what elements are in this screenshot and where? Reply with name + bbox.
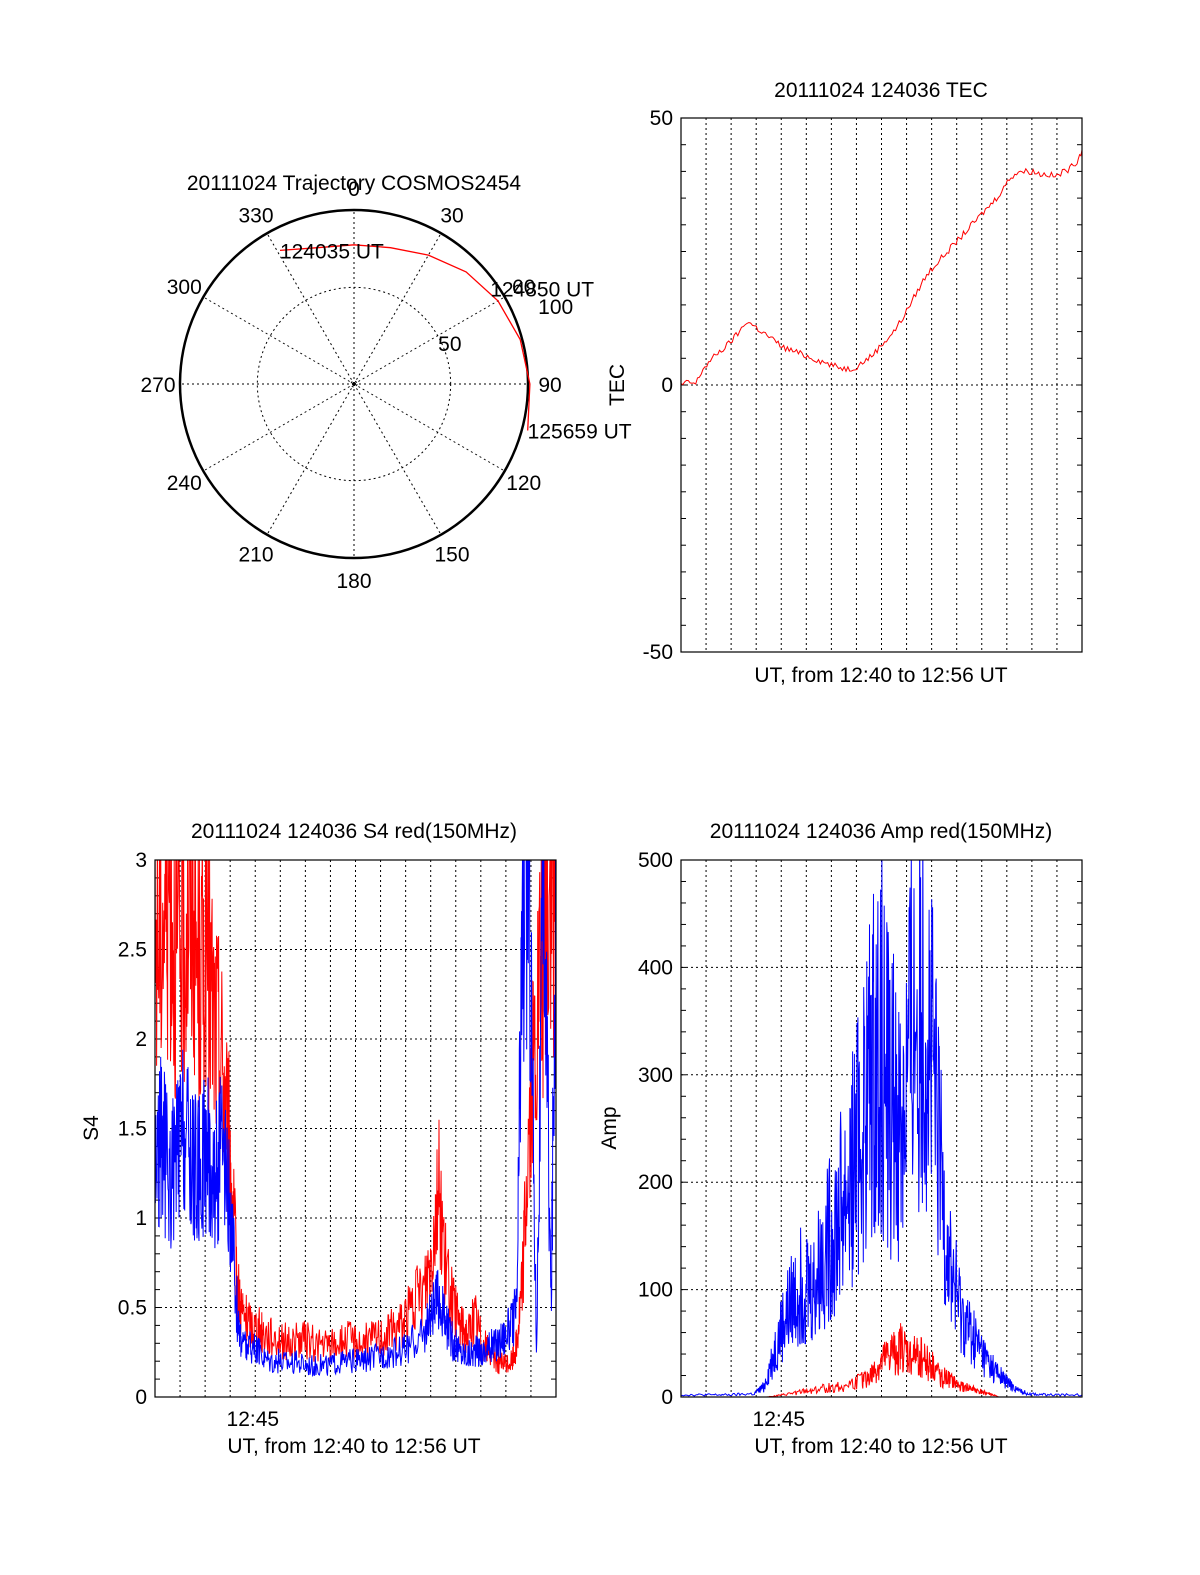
- y-tick-label: 200: [638, 1171, 673, 1194]
- s4-plot-frame: [154, 859, 557, 1398]
- s4-x-axis-label: UT, from 12:40 to 12:56 UT: [227, 1435, 480, 1458]
- polar-azimuth-label: 0: [348, 178, 360, 201]
- polar-azimuth-label: 240: [167, 472, 202, 495]
- polar-grid-spoke: [353, 233, 442, 385]
- tec-x-axis-label: UT, from 12:40 to 12:56 UT: [754, 664, 1007, 687]
- amp-x-tick-labels: 12:45: [753, 1408, 806, 1431]
- y-tick-label: 0: [661, 374, 673, 397]
- y-tick-label: -50: [643, 641, 673, 664]
- tec-plot-frame: [680, 117, 1083, 653]
- polar-grid-spoke: [203, 383, 355, 472]
- polar-annotations: 124035 UT 124850 UT 125659 UT: [280, 240, 632, 443]
- polar-azimuth-label: 330: [238, 204, 273, 227]
- polar-azimuth-label: 300: [167, 276, 202, 299]
- polar-azimuth-label: 120: [506, 472, 541, 495]
- red-series-line: [155, 860, 556, 1375]
- red-series-line: [681, 149, 1082, 386]
- polar-grid: [180, 210, 528, 558]
- trajectory-time-annotation: 124035 UT: [280, 240, 384, 263]
- trajectory-time-annotation: 125659 UT: [528, 421, 632, 444]
- polar-grid-spoke: [353, 296, 505, 385]
- polar-azimuth-label: 60: [512, 276, 535, 299]
- y-tick-label: 500: [638, 849, 673, 872]
- polar-grid-spoke: [266, 233, 355, 385]
- polar-series-group: [279, 244, 531, 431]
- polar-azimuth-label: 270: [140, 374, 175, 397]
- tec-series-group: [681, 149, 1082, 386]
- amp-series-group: [681, 860, 1082, 1397]
- y-tick-label: 0: [135, 1386, 147, 1409]
- y-tick-label: 3: [135, 849, 147, 872]
- polar-grid-spoke: [353, 383, 442, 535]
- tec-grid: [681, 118, 1082, 652]
- x-tick-label: 12:45: [753, 1408, 806, 1431]
- s4-chart-title: 20111024 124036 S4 red(150MHz): [191, 820, 517, 843]
- amp-chart-title: 20111024 124036 Amp red(150MHz): [710, 820, 1052, 843]
- polar-outer-circle: [178, 208, 530, 560]
- polar-chart-title: 20111024 Trajectory COSMOS2454: [187, 172, 522, 195]
- y-tick-label: 2.5: [118, 939, 147, 962]
- polar-azimuth-label: 180: [336, 570, 371, 593]
- amp-x-axis-label: UT, from 12:40 to 12:56 UT: [754, 1435, 1007, 1458]
- y-tick-label: 0: [661, 1386, 673, 1409]
- polar-elevation-labels: 50 100: [438, 296, 573, 356]
- amp-y-tick-labels: 0 100 200 300 400 500: [638, 849, 673, 1409]
- polar-grid-spoke: [353, 383, 505, 472]
- red-series-line: [681, 1323, 1082, 1397]
- polar-azimuth-label: 210: [238, 544, 273, 567]
- blue-series-line: [681, 860, 1082, 1397]
- tec-y-tick-labels: -50 0 50: [643, 107, 673, 664]
- y-tick-label: 50: [650, 107, 673, 130]
- polar-elevation-label: 100: [538, 296, 573, 319]
- s4-x-tick-labels: 12:45: [227, 1408, 280, 1431]
- trajectory-series-line: [279, 244, 531, 431]
- tec-chart: 20111024 124036 TEC -50 0 50 UT, from 12:4…: [606, 79, 1083, 687]
- y-tick-label: 2: [135, 1028, 147, 1051]
- s4-y-axis-label: S4: [80, 1115, 103, 1141]
- y-tick-label: 1: [135, 1207, 147, 1230]
- polar-azimuth-label: 90: [538, 374, 561, 397]
- s4-y-tick-labels: 0 0.5 1 1.5 2 2.5 3: [118, 849, 147, 1409]
- polar-grid-spoke: [266, 383, 355, 535]
- polar-trajectory-chart: 20111024 Trajectory COSMOS2454 030609012…: [140, 172, 631, 593]
- amp-chart: 20111024 124036 Amp red(150MHz) 0 100 200 3…: [598, 820, 1083, 1458]
- blue-series-line: [155, 860, 556, 1377]
- y-tick-label: 400: [638, 956, 673, 979]
- y-tick-label: 100: [638, 1279, 673, 1302]
- x-tick-label: 12:45: [227, 1408, 280, 1431]
- s4-chart: 20111024 124036 S4 red(150MHz) 0 0.5 1 1.5 2…: [80, 820, 557, 1458]
- y-tick-label: 1.5: [118, 1118, 147, 1141]
- polar-elevation-label: 50: [438, 333, 461, 356]
- tec-y-axis-label: TEC: [606, 364, 629, 406]
- polar-azimuth-label: 30: [440, 204, 463, 227]
- polar-center-mark: [350, 380, 358, 388]
- y-tick-label: 0.5: [118, 1297, 147, 1320]
- s4-series-group: [155, 860, 556, 1377]
- polar-azimuth-label: 150: [434, 544, 469, 567]
- amp-plot-frame: [680, 859, 1083, 1398]
- polar-azimuth-labels: 0 30 60 90 120 150 180 210 240 270 300 330: [140, 178, 561, 593]
- s4-grid: [155, 860, 556, 1397]
- y-tick-label: 300: [638, 1064, 673, 1087]
- amp-y-axis-label: Amp: [598, 1106, 621, 1149]
- polar-grid-spoke: [203, 296, 355, 385]
- trajectory-time-annotation: 124850 UT: [490, 279, 594, 302]
- tec-chart-title: 20111024 124036 TEC: [774, 79, 988, 102]
